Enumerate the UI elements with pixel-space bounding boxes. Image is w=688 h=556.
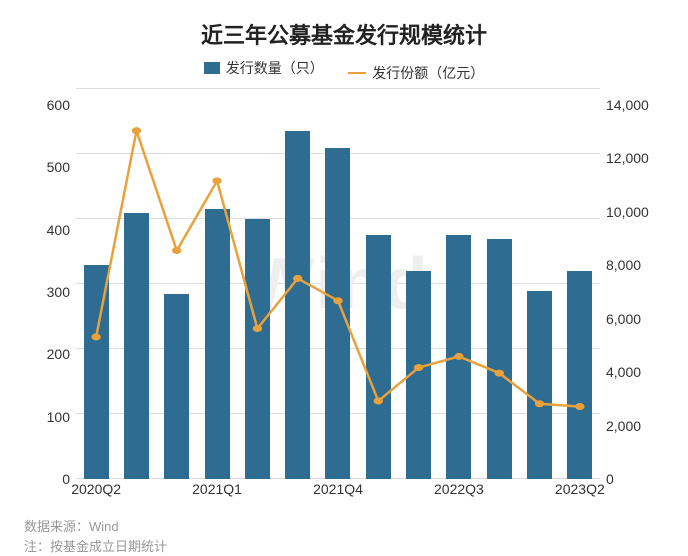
legend-item-bars: 发行数量（只） (204, 58, 324, 78)
y-axis-right: 02,0004,0006,0008,00010,00012,00014,000 (606, 89, 662, 479)
y-left-tick: 0 (62, 471, 70, 487)
bar (325, 148, 350, 480)
bar (245, 219, 270, 479)
chart-container: 近三年公募基金发行规模统计 发行数量（只） 发行份额（亿元） 0 100 200 30… (0, 0, 688, 548)
legend-swatch-line (348, 72, 366, 74)
y-left-tick: 400 (47, 222, 70, 238)
footer-line-2: 注：按基金成立日期统计 (24, 537, 664, 556)
legend-label-bars: 发行数量（只） (226, 58, 324, 78)
y-axis-left: 0100200300400500600 (26, 89, 70, 479)
bar (84, 265, 109, 480)
y-left-tick: 500 (47, 159, 70, 175)
bar (124, 213, 149, 480)
y-left-tick: 600 (47, 97, 70, 113)
bar (527, 291, 552, 480)
legend-item-line: 发行份额（亿元） (348, 63, 484, 83)
y-left-tick: 200 (47, 346, 70, 362)
x-tick: 2022Q3 (434, 481, 484, 497)
bar (446, 235, 471, 479)
bar (487, 239, 512, 480)
y-right-tick: 2,000 (606, 418, 641, 434)
legend-label-line: 发行份额（亿元） (372, 63, 484, 83)
y-right-tick: 12,000 (606, 150, 649, 166)
y-right-tick: 10,000 (606, 204, 649, 220)
x-tick: 2023Q2 (555, 481, 605, 497)
footer-line-1: 数据来源：Wind (24, 517, 664, 537)
y-right-tick: 0 (606, 471, 614, 487)
bar (366, 235, 391, 479)
y-right-tick: 14,000 (606, 97, 649, 113)
plot-area: 0100200300400500600 02,0004,0006,0008,00… (38, 89, 650, 479)
y-left-tick: 100 (47, 409, 70, 425)
legend-swatch-bar (204, 62, 220, 74)
bar (205, 209, 230, 479)
x-tick: 2021Q4 (313, 481, 363, 497)
legend: 发行数量（只） 发行份额（亿元） (24, 58, 664, 83)
bar (567, 271, 592, 479)
bars-group (76, 89, 600, 479)
x-tick: 2021Q1 (192, 481, 242, 497)
plot-inner: Wind (76, 89, 600, 479)
y-left-tick: 300 (47, 284, 70, 300)
y-right-tick: 4,000 (606, 364, 641, 380)
x-axis: 2020Q22021Q12021Q42022Q32023Q2 (76, 479, 600, 503)
bar (406, 271, 431, 479)
chart-footer: 数据来源：Wind 注：按基金成立日期统计 (24, 517, 664, 556)
bar (164, 294, 189, 479)
y-right-tick: 8,000 (606, 257, 641, 273)
x-tick: 2020Q2 (71, 481, 121, 497)
y-right-tick: 6,000 (606, 311, 641, 327)
chart-title: 近三年公募基金发行规模统计 (24, 18, 664, 50)
bar (285, 131, 310, 479)
